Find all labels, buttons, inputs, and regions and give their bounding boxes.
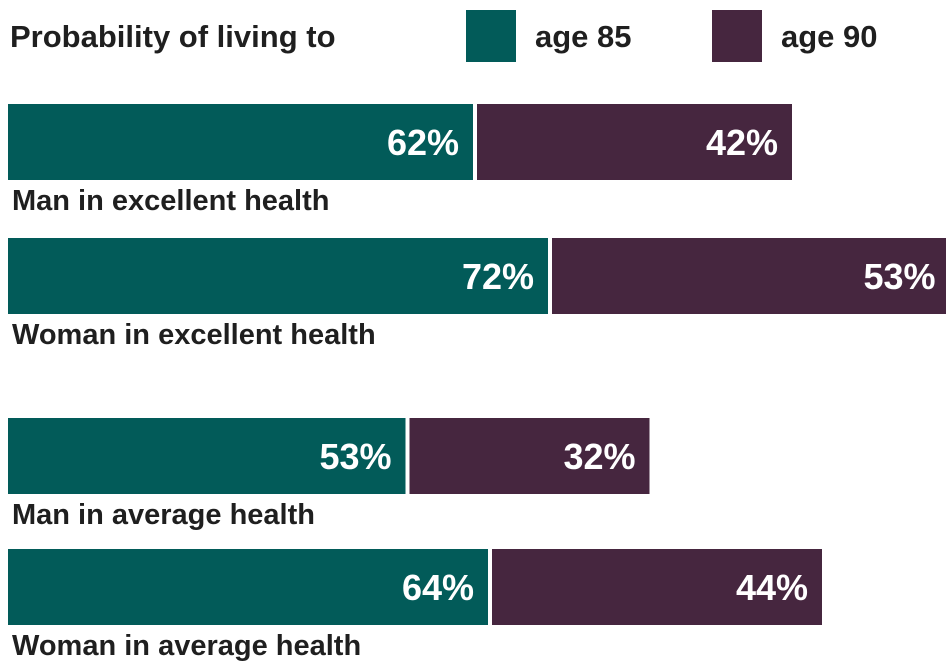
legend: Probability of living to age 85 age 90 [10, 10, 878, 62]
bar-value-age-85-1: 62% [387, 122, 459, 163]
bar-age-90-3 [409, 418, 650, 494]
legend-swatch-age-90 [712, 10, 762, 62]
bar-value-age-85-2: 72% [462, 256, 534, 297]
bar-age-90-2 [552, 238, 946, 314]
bar-value-age-90-1: 42% [706, 122, 778, 163]
bar-age-85-3 [8, 418, 406, 494]
bar-age-85-4 [8, 549, 488, 625]
bar-age-85-2 [8, 238, 548, 314]
category-label-2: Woman in excellent health [12, 319, 376, 351]
bars: 62% 42% Man in excellent health 72% 53% Woman… [8, 104, 946, 662]
bar-value-age-85-4: 64% [402, 567, 474, 608]
bar-value-age-90-2: 53% [863, 256, 935, 297]
legend-swatch-age-85 [466, 10, 516, 62]
bar-value-age-90-3: 32% [563, 436, 635, 477]
bar-age-90-1 [477, 104, 792, 180]
category-label-4: Woman in average health [12, 630, 361, 662]
category-label-1: Man in excellent health [12, 185, 329, 217]
legend-label-age-90: age 90 [781, 19, 878, 54]
legend-title: Probability of living to [10, 19, 336, 54]
bar-value-age-85-3: 53% [319, 436, 391, 477]
bar-age-85-1 [8, 104, 473, 180]
bar-age-90-4 [492, 549, 822, 625]
legend-label-age-85: age 85 [535, 19, 632, 54]
category-label-3: Man in average health [12, 499, 315, 531]
bar-value-age-90-4: 44% [736, 567, 808, 608]
